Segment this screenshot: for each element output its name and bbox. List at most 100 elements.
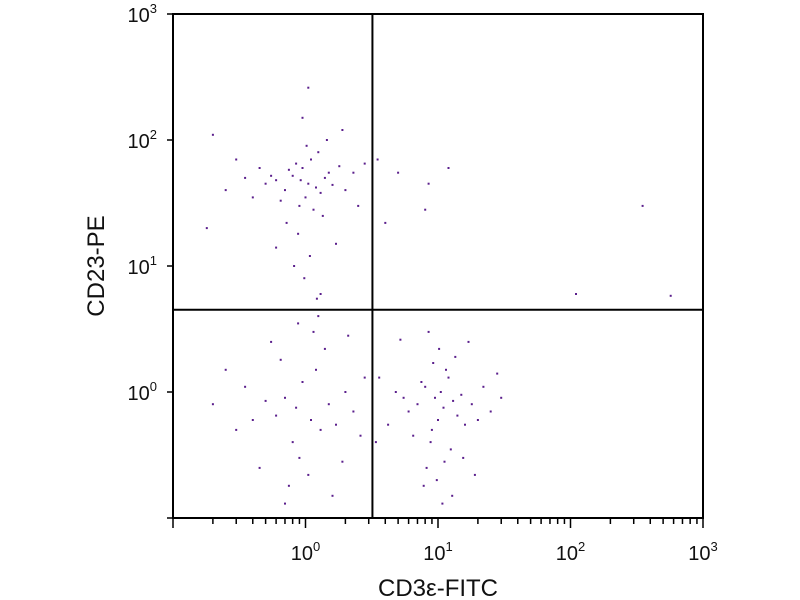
scatter-point	[211, 403, 214, 406]
scatter-point	[299, 179, 302, 182]
scatter-point	[420, 381, 423, 383]
scatter-point	[399, 338, 402, 341]
scatter-point	[315, 368, 317, 371]
scatter-point	[315, 297, 318, 300]
scatter-point	[427, 330, 430, 333]
scatter-point	[363, 162, 366, 165]
scatter-point	[435, 479, 438, 482]
scatter-point	[331, 494, 334, 497]
scatter-point	[352, 410, 355, 413]
scatter-point	[258, 167, 261, 169]
scatter-point	[264, 182, 267, 185]
scatter-point	[275, 414, 278, 417]
scatter-point	[307, 86, 310, 89]
scatter-point	[304, 196, 307, 199]
scatter-point	[441, 502, 444, 505]
scatter-point	[291, 174, 294, 177]
y-tick-label: 102	[128, 127, 157, 153]
scatter-point	[378, 376, 381, 379]
scatter-point	[298, 204, 301, 207]
x-tick-label: 100	[291, 539, 320, 565]
scatter-point	[235, 428, 238, 431]
scatter-point	[341, 129, 344, 131]
scatter-point	[359, 434, 362, 437]
scatter-point	[344, 189, 347, 192]
scatter-point	[321, 214, 324, 217]
scatter-point	[293, 265, 296, 267]
scatter-point	[427, 182, 430, 185]
scatter-point	[297, 322, 300, 325]
scatter-point	[270, 174, 273, 177]
quadrant-gates	[173, 14, 703, 518]
scatter-point	[284, 189, 286, 192]
scatter-point	[235, 158, 238, 161]
scatter-point	[575, 293, 577, 295]
scatter-point	[287, 168, 290, 171]
scatter-point	[429, 441, 432, 444]
scatter-point	[394, 391, 397, 393]
scatter-point	[205, 227, 208, 230]
scatter-point	[317, 151, 320, 154]
scatter-point	[476, 419, 479, 421]
scatter-point	[357, 204, 360, 207]
x-tick-label: 103	[688, 539, 717, 565]
scatter-point	[325, 139, 328, 141]
scatter-point	[489, 410, 492, 413]
scatter-point	[319, 293, 322, 295]
scatter-point	[452, 399, 455, 402]
scatter-point	[397, 171, 400, 174]
scatter-point	[456, 414, 459, 417]
scatter-point	[335, 242, 337, 245]
scatter-point	[307, 473, 310, 476]
scatter-point	[363, 376, 366, 379]
scatter-point	[454, 355, 457, 358]
scatter-point	[291, 441, 294, 444]
scatter-point	[287, 484, 290, 487]
y-axis-title: CD23-PE	[83, 215, 110, 316]
scatter-point	[279, 358, 282, 361]
scatter-point	[496, 372, 499, 375]
scatter-point	[470, 403, 473, 406]
scatter-point	[341, 460, 344, 463]
scatter-point	[425, 466, 428, 469]
scatter-point	[338, 165, 341, 168]
scatter-point	[307, 182, 310, 185]
scatter-point	[449, 448, 452, 451]
scatter-point	[352, 171, 355, 174]
scatter-point	[319, 191, 322, 194]
scatter-point	[430, 428, 433, 431]
scatter-point	[251, 196, 254, 199]
x-axis-title: CD3ε-FITC	[378, 575, 498, 600]
scatter-point	[270, 340, 273, 343]
scatter-point	[443, 460, 446, 463]
scatter-point	[438, 347, 441, 350]
scatter-point	[285, 221, 288, 224]
scatter-point	[416, 403, 419, 406]
scatter-point	[279, 199, 282, 202]
scatter-point	[447, 167, 450, 169]
scatter-points	[205, 86, 672, 505]
scatter-point	[312, 330, 315, 333]
scatter-point	[331, 183, 334, 186]
scatter-point	[407, 410, 410, 413]
scatter-point	[434, 396, 436, 399]
plot-frame	[172, 13, 704, 519]
scatter-point	[437, 419, 439, 421]
scatter-point	[374, 441, 377, 444]
scatter-point	[460, 393, 463, 396]
scatter-point	[251, 419, 254, 421]
y-tick-label: 101	[128, 253, 157, 279]
scatter-point	[317, 315, 320, 318]
scatter-point	[264, 399, 267, 402]
x-tick-label: 102	[556, 539, 585, 565]
scatter-point	[482, 385, 485, 388]
scatter-point	[224, 368, 227, 371]
scatter-point	[211, 133, 214, 136]
scatter-point	[669, 294, 672, 297]
scatter-point	[424, 208, 427, 211]
scatter-point	[402, 396, 405, 399]
scatter-point	[275, 246, 278, 249]
scatter-point	[442, 406, 445, 409]
scatter-point	[284, 502, 286, 505]
scatter-point	[344, 391, 347, 393]
